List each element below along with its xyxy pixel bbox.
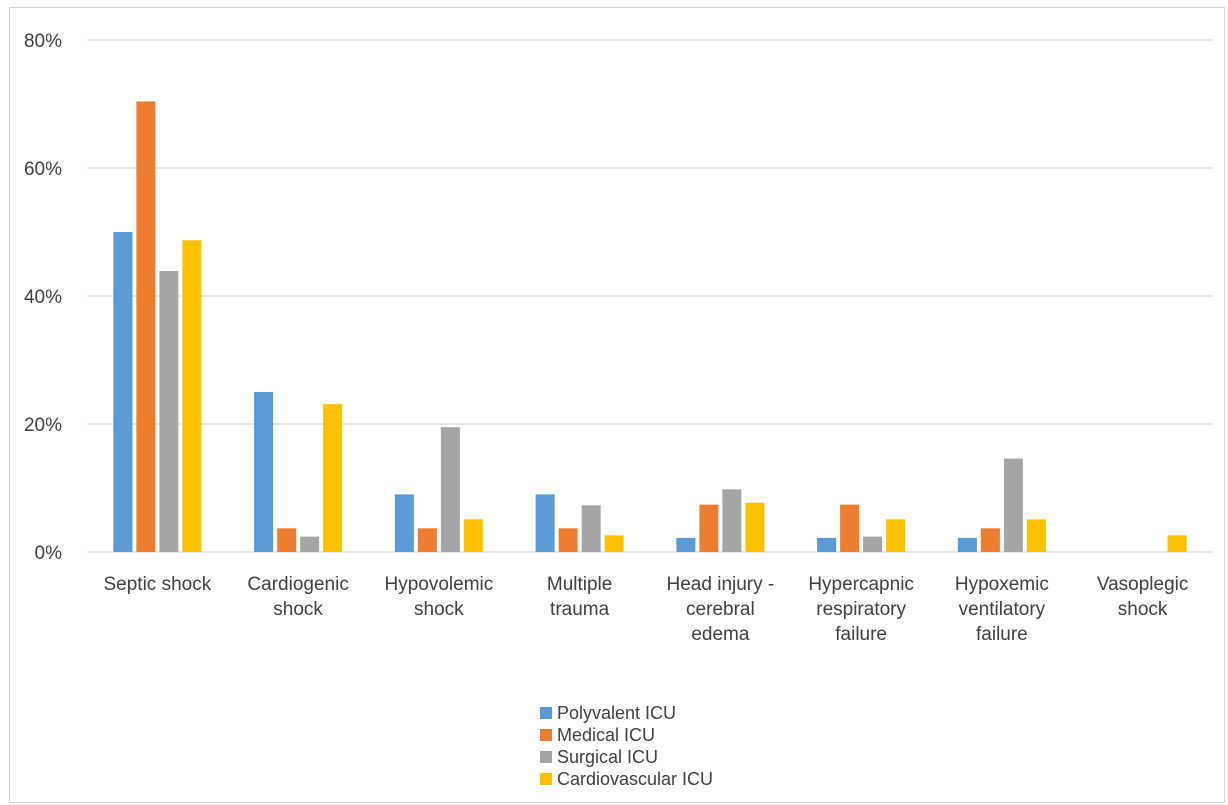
bar bbox=[463, 519, 483, 552]
bar bbox=[182, 240, 202, 552]
legend-swatch bbox=[540, 729, 552, 741]
bar bbox=[604, 535, 624, 552]
bar bbox=[676, 537, 696, 552]
y-tick-label: 60% bbox=[24, 159, 62, 180]
chart-frame bbox=[9, 7, 1225, 803]
x-tick-label: Hypoxemic ventilatory failure bbox=[955, 574, 1049, 645]
x-tick-label: Hypercapnic respiratory failure bbox=[808, 574, 914, 645]
legend-label: Medical ICU bbox=[557, 724, 656, 745]
bar bbox=[323, 404, 343, 552]
bar bbox=[394, 494, 414, 552]
bar bbox=[722, 489, 742, 552]
bar bbox=[840, 504, 860, 552]
legend-item: Polyvalent ICU bbox=[540, 702, 713, 724]
bar bbox=[699, 504, 719, 552]
bar bbox=[817, 537, 837, 552]
bar bbox=[300, 536, 320, 552]
bar bbox=[863, 536, 883, 552]
x-tick-label: Head injury -cerebral edema bbox=[667, 574, 775, 645]
bar bbox=[1167, 535, 1187, 552]
x-tick-label: Septic shock bbox=[104, 574, 212, 595]
bar bbox=[581, 505, 601, 552]
legend-label: Polyvalent ICU bbox=[557, 702, 677, 723]
legend-swatch bbox=[540, 773, 552, 785]
legend-item: Cardiovascular ICU bbox=[540, 768, 713, 790]
x-tick-label: Hypovolemic shock bbox=[384, 574, 493, 620]
legend-label: Cardiovascular ICU bbox=[557, 768, 714, 789]
bar bbox=[417, 528, 437, 552]
bar bbox=[558, 528, 578, 552]
y-tick-label: 40% bbox=[24, 287, 62, 308]
bar bbox=[440, 427, 460, 552]
chart-legend: Polyvalent ICU Medical ICU Surgical ICU Car… bbox=[540, 702, 713, 790]
legend-item: Medical ICU bbox=[540, 724, 713, 746]
bar bbox=[957, 537, 977, 552]
bar bbox=[113, 232, 133, 552]
legend-label: Surgical ICU bbox=[557, 746, 659, 767]
x-tick-label: Vasoplegic shock bbox=[1097, 574, 1189, 620]
legend-item: Surgical ICU bbox=[540, 746, 713, 768]
y-tick-label: 20% bbox=[24, 415, 62, 436]
x-tick-label: Cardiogenic shock bbox=[247, 574, 348, 620]
bar bbox=[886, 519, 906, 552]
bar bbox=[159, 271, 179, 552]
bar bbox=[1003, 458, 1023, 552]
bar bbox=[136, 101, 156, 552]
legend-swatch bbox=[540, 707, 552, 719]
bar bbox=[254, 392, 274, 552]
y-tick-label: 80% bbox=[24, 31, 62, 52]
bar bbox=[980, 528, 1000, 552]
bar bbox=[535, 494, 555, 552]
y-tick-label: 0% bbox=[35, 543, 63, 564]
bar bbox=[745, 502, 765, 552]
x-tick-label: Multiple trauma bbox=[547, 574, 612, 620]
bar bbox=[1026, 519, 1046, 552]
legend-swatch bbox=[540, 751, 552, 763]
bar bbox=[277, 528, 297, 552]
